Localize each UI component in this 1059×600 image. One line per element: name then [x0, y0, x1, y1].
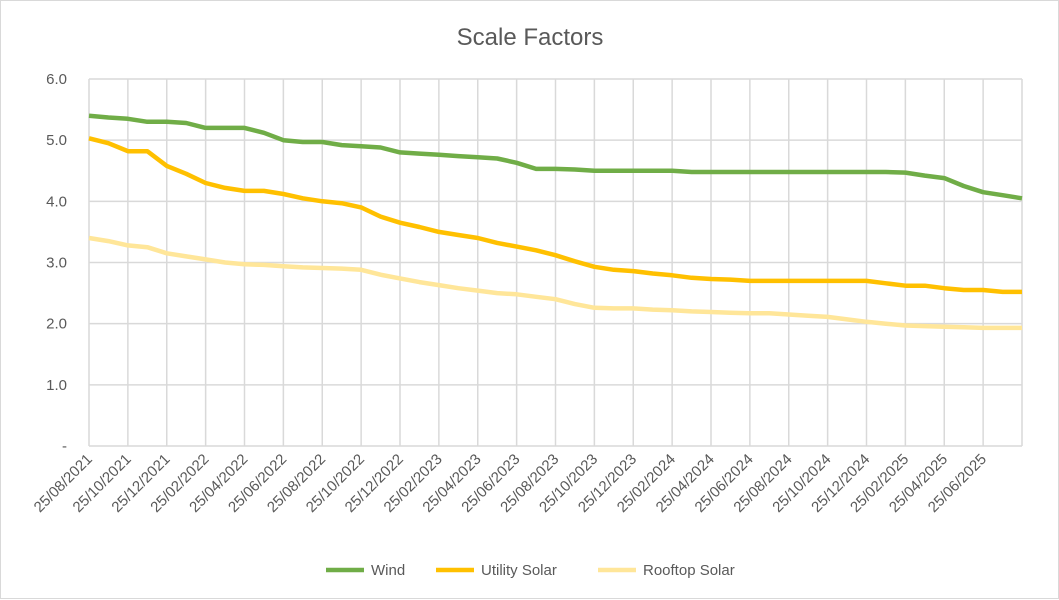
- y-tick-label: 5.0: [46, 132, 67, 149]
- legend: Wind Utility Solar Rooftop Solar: [326, 562, 735, 579]
- series-line-rooftop-solar: [88, 235, 1022, 331]
- series-line-utility-solar: [88, 136, 1022, 295]
- y-tick-label: 1.0: [46, 377, 67, 394]
- series-line-wind: [88, 113, 1023, 201]
- y-tick-label: 6.0: [46, 71, 67, 88]
- chart-title: Scale Factors: [457, 24, 604, 51]
- y-tick-label: -: [62, 438, 67, 455]
- gridlines: [88, 78, 1023, 447]
- legend-item: Wind: [326, 562, 405, 579]
- x-axis: 25/08/202125/10/202125/12/202125/02/2022…: [31, 451, 990, 516]
- y-tick-label: 2.0: [46, 316, 67, 333]
- legend-item: Utility Solar: [436, 562, 557, 579]
- series-lines: [88, 113, 1023, 331]
- legend-item: Rooftop Solar: [598, 562, 735, 579]
- y-axis: - 1.0 2.0 3.0 4.0 5.0 6.0: [46, 71, 67, 455]
- legend-label: Utility Solar: [481, 562, 557, 579]
- legend-label: Rooftop Solar: [643, 562, 735, 579]
- y-tick-label: 3.0: [46, 255, 67, 272]
- y-tick-label: 4.0: [46, 193, 67, 210]
- legend-label: Wind: [371, 562, 405, 579]
